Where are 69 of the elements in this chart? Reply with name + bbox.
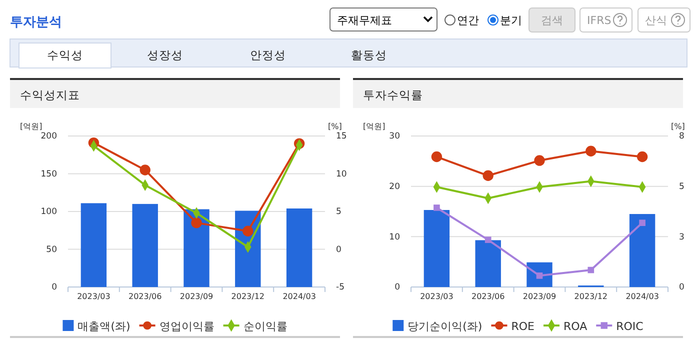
y-axis-title: [억원] [20,122,42,131]
point [636,151,648,162]
text: 수익성 [47,48,83,62]
point [534,155,545,166]
legend-label: ROA [563,320,588,333]
legend-label: 매출액(좌) [78,320,130,333]
y-tick-label: 0 [52,282,57,293]
point [588,266,594,274]
legend-label: 영업이익률 [159,320,214,333]
x-tick-label: 2023/03 [77,292,110,301]
x-tick-label: 2023/12 [231,292,265,301]
y2-tick-label: 15 [336,132,347,142]
y2-axis-title: [%] [671,122,685,131]
y-tick-label: 20 [389,182,400,192]
x-tick-label: 2023/09 [522,292,556,301]
legend-label: 당기순이익(좌) [408,320,482,333]
point [586,146,596,156]
dropdown: 주재무제표 [330,8,438,32]
text: 투자분석 [10,15,62,30]
bar [286,208,312,287]
text: 연간 [457,14,479,27]
y-tick-label: 0 [394,282,400,293]
point [434,204,440,211]
y2-tick-label: 0 [679,282,684,293]
x-tick-label: 2023/06 [128,292,162,301]
y2-tick-label: 3 [679,232,684,242]
bar [475,240,501,287]
x-tick-label: 2024/03 [626,292,659,301]
y2-axis-title: [%] [328,122,342,131]
chart-title: 수익성지표 [20,88,80,102]
y2-tick-label: 5 [679,182,684,192]
bar [629,214,656,287]
chart-title: 투자수익률 [363,88,423,102]
y-tick-label: 50 [46,244,57,255]
x-tick-label: 2023/09 [180,292,214,301]
text: 활동성 [351,48,387,62]
bar [80,203,107,287]
bar [424,210,450,287]
y-tick-label: 30 [389,132,400,142]
y2-tick-label: 5 [336,207,342,218]
point [191,217,202,228]
y-tick-label: 10 [389,232,400,242]
y2-tick-label: 8 [679,132,684,142]
y-tick-label: 150 [40,169,57,180]
y-tick-label: 200 [40,132,57,142]
legend-label: 순이익률 [243,320,288,333]
legend-label: ROE [511,320,535,333]
bar [132,204,158,287]
x-tick-label: 2023/12 [574,292,608,301]
bar [184,209,210,287]
text: 분기 [500,14,522,27]
point [431,151,442,162]
y-axis-title: [억원] [363,122,386,131]
legend-label: ROIC [616,320,644,333]
x-tick-label: 2024/03 [282,292,316,301]
point [242,226,254,236]
button: 검색 [528,8,576,32]
x-tick-label: 2023/06 [471,292,505,301]
point [482,170,494,181]
y-tick-label: 100 [40,207,57,218]
text: 안정성 [250,48,286,62]
point [484,236,492,243]
point [140,164,150,176]
y2-tick-label: -5 [336,282,344,293]
text: 성장성 [147,48,183,62]
y2-tick-label: 10 [336,169,347,180]
x-tick-label: 2023/03 [420,292,454,301]
point [639,220,646,226]
y2-tick-label: 0 [336,244,342,255]
